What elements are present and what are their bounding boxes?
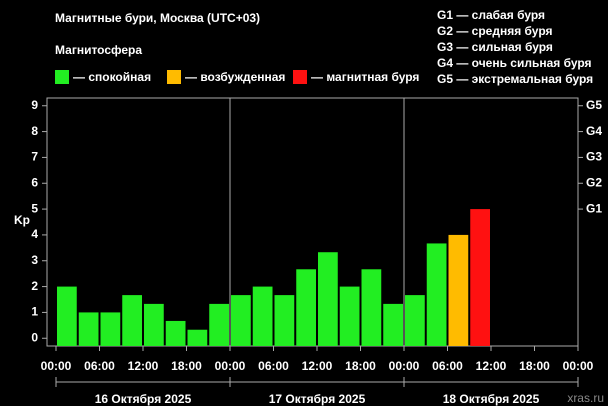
y-tick-label: 3	[31, 253, 38, 267]
y-tick-label: 2	[31, 279, 38, 293]
bar	[57, 286, 77, 346]
bar	[383, 303, 403, 346]
x-tick-label: 00:00	[41, 359, 72, 373]
y-tick-label: 9	[31, 98, 38, 112]
x-tick-label: 12:00	[128, 359, 159, 373]
x-tick-label: 06:00	[258, 359, 289, 373]
x-tick-label: 06:00	[84, 359, 115, 373]
y-tick-label: 4	[31, 227, 38, 241]
x-tick-label: 18:00	[345, 359, 376, 373]
bar	[296, 269, 316, 346]
x-tick-label: 00:00	[563, 359, 594, 373]
y-tick-label: 5	[31, 201, 38, 215]
x-tick-label: 12:00	[302, 359, 333, 373]
scale-legend-item: G1 — слабая буря	[437, 8, 545, 22]
bar	[165, 320, 186, 346]
legend-swatch	[293, 70, 307, 84]
scale-legend-item: G2 — средняя буря	[437, 24, 553, 38]
bar	[209, 303, 229, 346]
day-label: 18 Октября 2025	[443, 392, 540, 406]
bar	[187, 329, 208, 346]
x-tick-label: 00:00	[389, 359, 420, 373]
bar	[361, 269, 382, 346]
y2-tick-label: G3	[586, 150, 602, 164]
legend-label: — спокойная	[73, 70, 151, 84]
bar	[470, 209, 490, 346]
bar	[144, 303, 164, 346]
bar	[318, 252, 338, 346]
chart-title: Магнитные бури, Москва (UTC+03)	[55, 11, 260, 25]
day-label: 16 Октября 2025	[95, 392, 192, 406]
bar	[78, 312, 99, 346]
legend-label: — магнитная буря	[311, 70, 419, 84]
x-tick-label: 18:00	[171, 359, 202, 373]
y-tick-label: 1	[31, 305, 38, 319]
bar	[448, 234, 469, 346]
x-tick-label: 18:00	[519, 359, 550, 373]
y2-tick-label: G2	[586, 175, 602, 189]
y-tick-label: 8	[31, 124, 38, 138]
bar	[231, 295, 251, 346]
bar	[252, 286, 273, 346]
x-tick-label: 00:00	[215, 359, 246, 373]
subtitle: Магнитосфера	[55, 43, 142, 57]
legend-swatch	[167, 70, 181, 84]
x-tick-label: 12:00	[476, 359, 507, 373]
bar	[122, 295, 142, 346]
bar	[339, 286, 360, 346]
y-tick-label: 7	[31, 150, 38, 164]
y-axis-label: Kp	[14, 213, 30, 227]
y-tick-label: 6	[31, 175, 38, 189]
x-tick-label: 06:00	[432, 359, 463, 373]
scale-legend-item: G5 — экстремальная буря	[437, 72, 593, 86]
watermark: xras.ru	[567, 391, 604, 405]
y-tick-label: 0	[31, 330, 38, 344]
legend-swatch	[55, 70, 69, 84]
bar	[426, 243, 447, 346]
y2-tick-label: G4	[586, 124, 602, 138]
bar	[405, 295, 425, 346]
scale-legend-item: G4 — очень сильная буря	[437, 56, 592, 70]
bar	[100, 312, 121, 346]
legend-label: — возбужденная	[185, 70, 285, 84]
bar	[274, 295, 295, 346]
y2-tick-label: G1	[586, 201, 602, 215]
scale-legend-item: G3 — сильная буря	[437, 40, 553, 54]
y2-tick-label: G5	[586, 98, 602, 112]
day-label: 17 Октября 2025	[269, 392, 366, 406]
